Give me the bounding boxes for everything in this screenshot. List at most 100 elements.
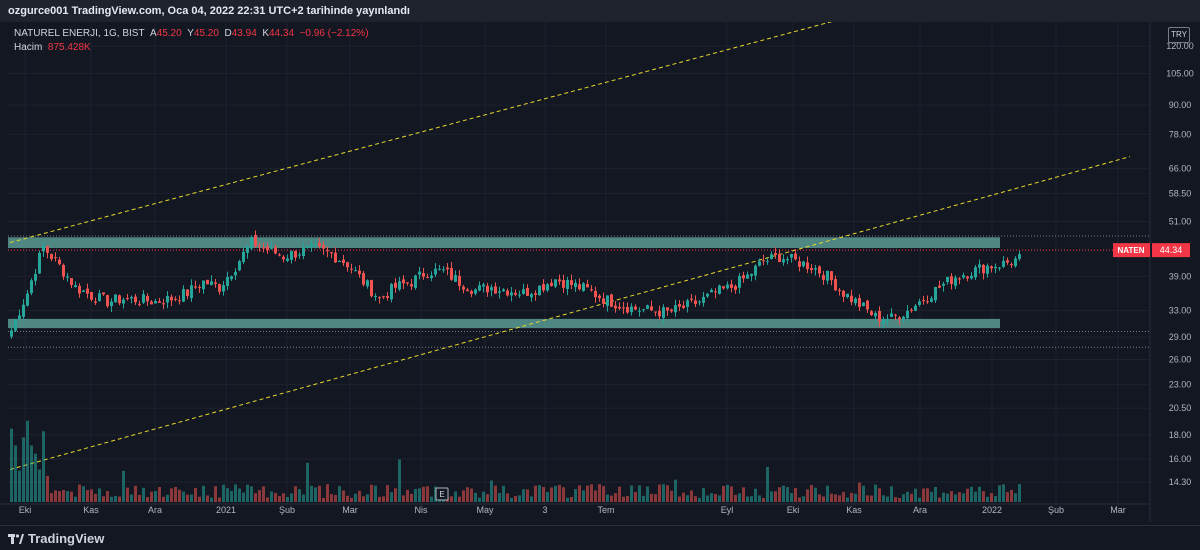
volume-bar <box>962 493 965 502</box>
volume-bar <box>554 485 557 502</box>
volume-bar <box>666 485 669 502</box>
candle-body <box>78 285 81 294</box>
candle-body <box>846 293 849 298</box>
volume-bar <box>802 496 805 502</box>
volume-bar <box>426 486 429 502</box>
candle-body <box>898 317 901 320</box>
volume-bar <box>102 496 105 502</box>
volume-bar <box>746 496 749 502</box>
candle-body <box>518 294 521 296</box>
volume-bar <box>886 496 889 502</box>
volume-bar <box>942 492 945 502</box>
candle-body <box>154 300 157 304</box>
candle-body <box>790 254 793 258</box>
x-tick-label: Ara <box>913 505 927 515</box>
candle-body <box>822 275 825 280</box>
high-value: 45.20 <box>193 28 219 39</box>
candle-body <box>254 235 257 247</box>
volume-bar <box>758 495 761 502</box>
volume-bar <box>82 486 85 502</box>
volume-bar <box>898 497 901 502</box>
volume-bar <box>238 488 241 502</box>
volume-bar <box>166 494 169 502</box>
volume-bar <box>562 487 565 502</box>
candle-body <box>906 310 909 318</box>
candle-body <box>406 282 409 284</box>
candle-body <box>1006 260 1009 263</box>
volume-bar <box>30 445 33 502</box>
candle-body <box>126 297 129 299</box>
candle-body <box>654 311 657 313</box>
y-tick-label: 105.00 <box>1166 68 1194 78</box>
volume-bar <box>614 493 617 502</box>
volume-bar <box>810 485 813 502</box>
candle-body <box>534 293 537 295</box>
candle-body <box>650 306 653 311</box>
price-chart[interactable]: Eki Kas Ara 2021 Şub Mar Nis May 3 Tem Eyl Eki Kas Ar… <box>0 22 1200 525</box>
chart-legend: NATUREL ENERJI, 1G, BIST A45.20 Y45.20 D… <box>14 27 369 55</box>
volume-bar <box>214 486 217 502</box>
volume-bar <box>174 486 177 502</box>
x-tick-label: May <box>476 505 494 515</box>
candle-body <box>210 281 213 286</box>
x-tick-label: Nis <box>415 505 428 515</box>
volume-bar <box>354 493 357 502</box>
volume-bar <box>538 485 541 502</box>
volume-bar <box>90 489 93 502</box>
volume-bar <box>18 470 21 502</box>
candle-body <box>114 294 117 303</box>
candle-body <box>230 276 233 280</box>
volume-bar <box>74 496 77 502</box>
currency-button[interactable]: TRY <box>1168 27 1190 43</box>
candle-body <box>46 246 49 253</box>
x-tick-label: Tem <box>597 505 614 515</box>
volume-bar <box>198 496 201 502</box>
volume-bar <box>486 494 489 502</box>
volume-bar <box>906 491 909 502</box>
volume-bar <box>654 494 657 502</box>
tradingview-logo[interactable]: TradingView <box>8 531 104 546</box>
candle-body <box>958 278 961 280</box>
volume-bar <box>258 490 261 502</box>
candle-body <box>606 295 609 306</box>
candle-body <box>914 305 917 311</box>
volume-bar <box>642 495 645 502</box>
volume-bar <box>770 491 773 502</box>
volume-bar <box>386 485 389 502</box>
candle-body <box>86 288 89 294</box>
volume-bar <box>818 494 821 502</box>
candle-body <box>490 287 493 291</box>
volume-bar <box>58 491 61 502</box>
volume-bar <box>474 492 477 502</box>
candle-body <box>542 284 545 291</box>
candle-body <box>150 301 153 305</box>
volume-bar <box>518 495 521 502</box>
candle-body <box>22 304 25 317</box>
volume-bar <box>310 485 313 502</box>
volume-bar <box>358 490 361 502</box>
volume-bar <box>38 469 41 502</box>
candle-body <box>474 289 477 294</box>
candle-body <box>722 286 725 289</box>
candle-body <box>506 290 509 296</box>
candle-body <box>734 286 737 290</box>
published-text: ozgurce001 TradingView.com, Oca 04, 2022… <box>8 5 410 17</box>
y-tick-label: 23.00 <box>1169 380 1192 390</box>
candle-body <box>946 276 949 283</box>
volume-bar <box>266 497 269 502</box>
volume-bar <box>754 488 757 502</box>
y-tick-label: 120.00 <box>1166 41 1194 51</box>
candle-body <box>730 284 733 288</box>
volume-bar <box>114 495 117 502</box>
volume-bar <box>86 490 89 502</box>
volume-bar <box>738 493 741 502</box>
volume-bar <box>978 486 981 502</box>
volume-bar <box>306 462 309 502</box>
candle-body <box>678 303 681 307</box>
volume-bar <box>854 493 857 502</box>
ticker-tag-label: NATEN <box>1118 246 1145 255</box>
candle-body <box>570 280 573 286</box>
candle-body <box>390 284 393 300</box>
volume-bar <box>194 487 197 502</box>
volume-bar <box>374 485 377 502</box>
